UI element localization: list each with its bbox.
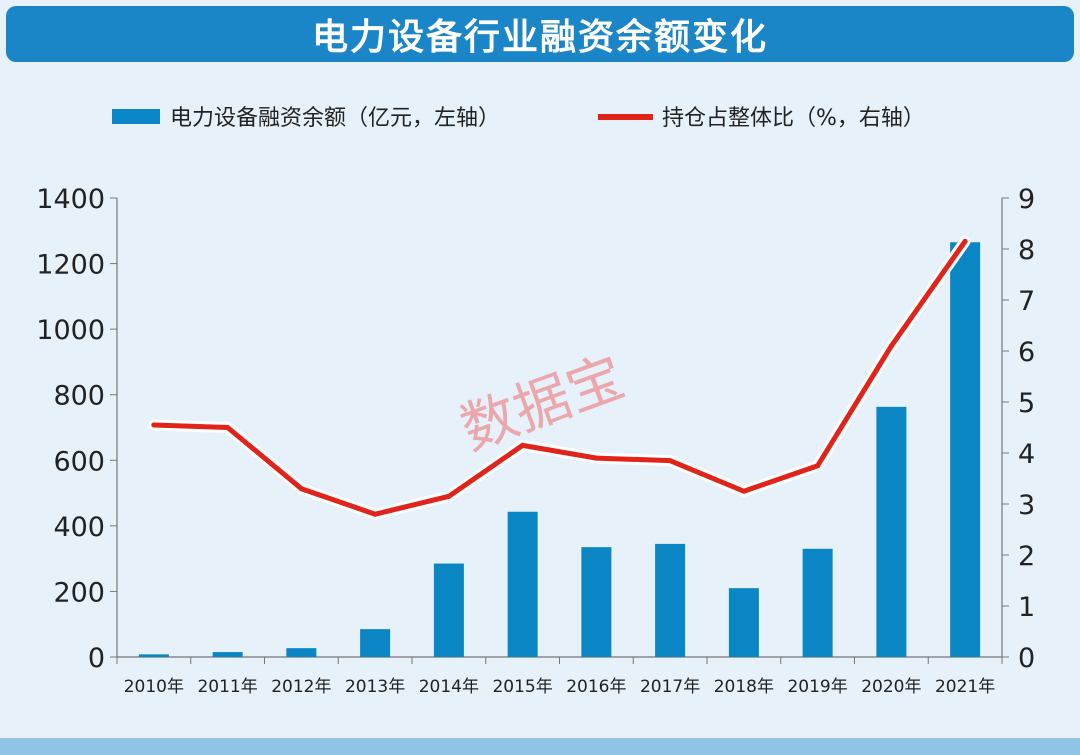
- line-point: [593, 455, 599, 461]
- left-tick-label: 0: [88, 643, 105, 674]
- line-point: [815, 463, 821, 469]
- left-tick-label: 1200: [36, 250, 105, 281]
- x-tick-label: 2021年: [935, 677, 995, 697]
- x-tick-label: 2015年: [492, 677, 552, 697]
- bar: [950, 242, 981, 657]
- bar: [802, 548, 833, 657]
- left-tick-label: 1000: [36, 315, 105, 346]
- bar: [212, 652, 243, 657]
- right-tick-label: 6: [1018, 337, 1035, 368]
- left-tick-label: 800: [53, 381, 105, 412]
- left-tick-label: 200: [53, 577, 105, 608]
- line-layer: [148, 235, 971, 520]
- bar: [507, 511, 538, 657]
- line-point: [372, 511, 378, 517]
- x-tick-label: 2020年: [861, 677, 921, 697]
- x-tick-label: 2016年: [566, 677, 626, 697]
- bar: [581, 547, 612, 657]
- left-tick-label: 400: [53, 512, 105, 543]
- line-point: [888, 343, 894, 349]
- bar: [360, 629, 391, 657]
- legend: 电力设备融资余额（亿元，左轴） 持仓占整体比（%，右轴）: [112, 106, 925, 131]
- chart-title: 电力设备行业融资余额变化: [311, 17, 768, 58]
- bars: [138, 242, 981, 657]
- legend-bar-swatch: [112, 109, 160, 124]
- legend-line-swatch: [598, 114, 653, 120]
- line-point: [298, 486, 304, 492]
- right-tick-label: 0: [1018, 643, 1035, 674]
- x-tick-label: 2017年: [640, 677, 700, 697]
- right-tick-label: 4: [1018, 439, 1035, 470]
- x-tick-label: 2019年: [787, 677, 847, 697]
- bottom-band: [0, 738, 1080, 755]
- right-tick-label: 8: [1018, 235, 1035, 266]
- right-tick-label: 2: [1018, 541, 1035, 572]
- title-bar: 电力设备行业融资余额变化: [6, 6, 1074, 62]
- right-tick-label: 1: [1018, 592, 1035, 623]
- x-tick-label: 2014年: [419, 677, 479, 697]
- line-point: [151, 422, 157, 428]
- line-point: [225, 425, 231, 430]
- legend-bar-label: 电力设备融资余额（亿元，左轴）: [170, 106, 500, 131]
- right-tick-label: 3: [1018, 490, 1035, 521]
- axes: 0 200 400 600 800 1000 1200 1400 0 1 2 3 4 5 6 7 8 9 2010年…: [36, 184, 1035, 697]
- series-line: [151, 238, 968, 517]
- x-tick-label: 2018年: [714, 677, 774, 697]
- left-tick-label: 600: [53, 446, 105, 477]
- legend-line-label: 持仓占整体比（%，右轴）: [662, 106, 925, 131]
- line-point: [520, 442, 526, 448]
- line-point: [667, 458, 673, 464]
- bar: [433, 563, 464, 657]
- line-point: [962, 238, 968, 244]
- bar: [286, 648, 317, 657]
- bar: [728, 588, 759, 657]
- left-tick-label: 1400: [36, 184, 105, 215]
- bar: [655, 543, 686, 657]
- line-point: [741, 488, 747, 494]
- right-tick-label: 7: [1018, 286, 1035, 317]
- right-tick-label: 9: [1018, 184, 1035, 215]
- x-tick-label: 2013年: [345, 677, 405, 697]
- x-tick-label: 2010年: [124, 677, 184, 697]
- bar: [876, 406, 907, 657]
- line-point: [446, 493, 452, 499]
- x-tick-label: 2012年: [271, 677, 331, 697]
- x-tick-label: 2011年: [197, 677, 257, 697]
- right-tick-label: 5: [1018, 388, 1035, 419]
- bar: [138, 654, 169, 657]
